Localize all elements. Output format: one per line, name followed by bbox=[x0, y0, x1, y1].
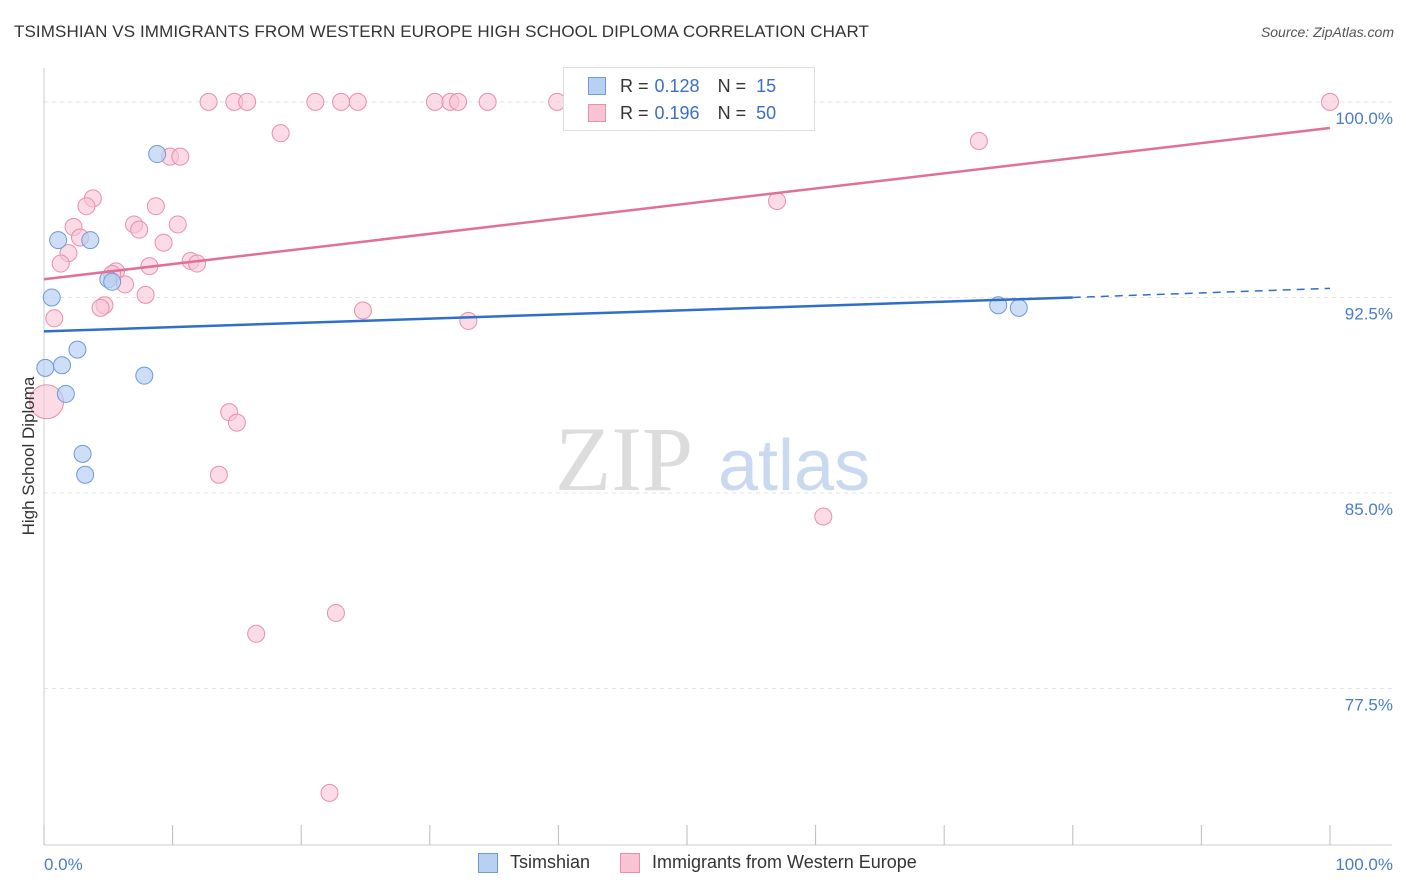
data-point bbox=[320, 783, 339, 802]
data-point bbox=[332, 92, 351, 111]
x-tick-label: 0.0% bbox=[44, 855, 83, 874]
data-point bbox=[306, 92, 325, 111]
data-point bbox=[247, 624, 266, 643]
data-point bbox=[130, 220, 149, 239]
legend-r-label: R = bbox=[620, 102, 649, 123]
series-legend: Tsimshian Immigrants from Western Europe bbox=[478, 852, 947, 873]
data-point bbox=[148, 145, 167, 164]
data-point bbox=[76, 465, 95, 484]
data-point bbox=[154, 233, 173, 252]
data-point bbox=[348, 92, 367, 111]
data-point bbox=[459, 311, 478, 330]
trend-line-immigrants bbox=[43, 126, 1331, 281]
data-point bbox=[36, 358, 55, 377]
data-point bbox=[91, 298, 110, 317]
watermark: ZIP atlas bbox=[555, 408, 870, 510]
data-point bbox=[188, 254, 207, 273]
y-tick-label: 100.0% bbox=[1335, 109, 1393, 128]
data-point bbox=[1009, 298, 1028, 317]
legend-n-label: N = bbox=[717, 102, 747, 123]
data-point bbox=[73, 444, 92, 463]
data-point bbox=[136, 285, 155, 304]
series-label-immigrants: Immigrants from Western Europe bbox=[652, 852, 917, 872]
data-point bbox=[53, 356, 72, 375]
y-tick-label: 77.5% bbox=[1345, 696, 1393, 715]
data-point bbox=[1321, 92, 1339, 111]
data-point bbox=[146, 197, 165, 216]
data-point bbox=[171, 147, 190, 166]
data-point bbox=[103, 272, 122, 291]
x-tick-labels: 0.0% 100.0% bbox=[44, 855, 1393, 874]
data-point bbox=[326, 603, 345, 622]
source-label: Source: ZipAtlas.com bbox=[1260, 24, 1394, 40]
series-label-tsimshian: Tsimshian bbox=[510, 852, 591, 872]
data-point bbox=[81, 231, 100, 250]
data-point bbox=[768, 191, 787, 210]
series-swatch-pink bbox=[620, 852, 641, 873]
data-point bbox=[353, 301, 372, 320]
data-point bbox=[42, 288, 61, 307]
legend-r-label: R = bbox=[620, 75, 649, 96]
legend-swatch-pink bbox=[588, 104, 606, 122]
data-point bbox=[56, 384, 75, 403]
data-point bbox=[227, 413, 246, 432]
legend-n-value: 50 bbox=[756, 102, 777, 123]
y-tick-labels: 77.5% 85.0% 92.5% 100.0% bbox=[1335, 109, 1393, 715]
data-point bbox=[135, 366, 154, 385]
data-point bbox=[478, 92, 497, 111]
y-axis-label: High School Diploma bbox=[19, 376, 38, 535]
trend-line-tsimshian-extension bbox=[1072, 287, 1331, 299]
data-point bbox=[814, 507, 833, 526]
legend-swatch-blue bbox=[588, 77, 606, 95]
series-legend-tsimshian: Tsimshian bbox=[478, 852, 590, 873]
immigrants-points bbox=[29, 92, 1339, 802]
data-point bbox=[271, 124, 290, 143]
series-swatch-blue bbox=[478, 852, 498, 873]
legend-n-label: N = bbox=[717, 75, 747, 96]
trend-lines bbox=[43, 126, 1331, 333]
correlation-legend: R = 0.128 N = 15 R = 0.196 N = 50 bbox=[563, 67, 815, 131]
series-legend-immigrants: Immigrants from Western Europe bbox=[620, 852, 917, 873]
data-point bbox=[49, 231, 68, 250]
legend-r-value: 0.196 bbox=[654, 102, 700, 123]
data-point bbox=[425, 92, 444, 111]
chart-title: TSIMSHIAN VS IMMIGRANTS FROM WESTERN EUR… bbox=[14, 22, 870, 41]
data-point bbox=[209, 465, 228, 484]
legend-row-immigrants: R = 0.196 N = 50 bbox=[588, 101, 776, 125]
x-tick-label: 100.0% bbox=[1335, 855, 1393, 874]
trend-line-tsimshian bbox=[43, 296, 1073, 333]
data-point bbox=[199, 92, 218, 111]
data-point bbox=[449, 92, 468, 111]
legend-r-value: 0.128 bbox=[654, 75, 700, 96]
data-point bbox=[77, 197, 96, 216]
gridlines bbox=[44, 101, 1392, 690]
data-point bbox=[969, 132, 988, 151]
legend-row-tsimshian: R = 0.128 N = 15 bbox=[588, 74, 776, 98]
watermark-atlas: atlas bbox=[718, 426, 870, 506]
legend-n-value: 15 bbox=[756, 75, 777, 96]
y-tick-label: 92.5% bbox=[1345, 304, 1393, 323]
data-point bbox=[168, 215, 187, 234]
axes bbox=[43, 68, 1392, 846]
data-point bbox=[51, 254, 70, 273]
data-point bbox=[45, 309, 64, 328]
watermark-zip: ZIP bbox=[555, 408, 693, 510]
y-tick-label: 85.0% bbox=[1345, 500, 1393, 519]
data-point bbox=[238, 92, 257, 111]
data-point bbox=[68, 340, 87, 359]
